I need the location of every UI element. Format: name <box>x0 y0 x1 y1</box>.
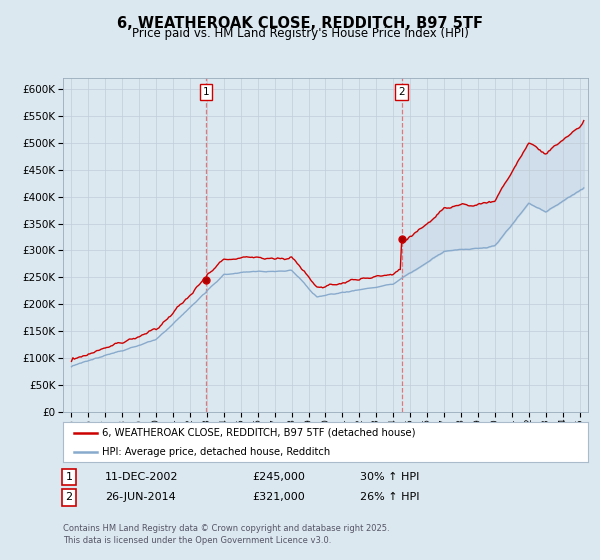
Text: 1: 1 <box>65 472 73 482</box>
Text: 30% ↑ HPI: 30% ↑ HPI <box>360 472 419 482</box>
Text: £321,000: £321,000 <box>252 492 305 502</box>
Text: Price paid vs. HM Land Registry's House Price Index (HPI): Price paid vs. HM Land Registry's House … <box>131 27 469 40</box>
Text: 6, WEATHEROAK CLOSE, REDDITCH, B97 5TF (detached house): 6, WEATHEROAK CLOSE, REDDITCH, B97 5TF (… <box>103 428 416 438</box>
Text: 11-DEC-2002: 11-DEC-2002 <box>105 472 179 482</box>
Text: 6, WEATHEROAK CLOSE, REDDITCH, B97 5TF: 6, WEATHEROAK CLOSE, REDDITCH, B97 5TF <box>117 16 483 31</box>
Text: Contains HM Land Registry data © Crown copyright and database right 2025.
This d: Contains HM Land Registry data © Crown c… <box>63 524 389 545</box>
Text: 2: 2 <box>398 87 405 97</box>
Text: 2: 2 <box>65 492 73 502</box>
Text: 26-JUN-2014: 26-JUN-2014 <box>105 492 176 502</box>
Text: £245,000: £245,000 <box>252 472 305 482</box>
Text: HPI: Average price, detached house, Redditch: HPI: Average price, detached house, Redd… <box>103 447 331 457</box>
Text: 1: 1 <box>203 87 209 97</box>
Text: 26% ↑ HPI: 26% ↑ HPI <box>360 492 419 502</box>
